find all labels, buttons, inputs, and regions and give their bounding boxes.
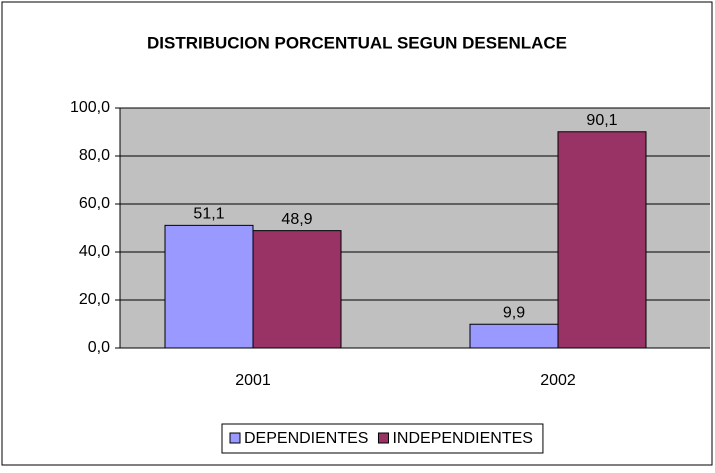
y-tick-label: 80,0 bbox=[79, 147, 110, 164]
bar bbox=[252, 230, 342, 349]
bar bbox=[164, 224, 254, 349]
legend-swatch bbox=[229, 432, 241, 444]
legend-swatch bbox=[377, 432, 389, 444]
value-label: 90,1 bbox=[586, 112, 617, 129]
value-label: 48,9 bbox=[281, 211, 312, 228]
chart-title: DISTRIBUCION PORCENTUAL SEGUN DESENLACE bbox=[147, 33, 567, 52]
value-label: 9,9 bbox=[503, 304, 525, 321]
y-tick-label: 100,0 bbox=[70, 99, 110, 116]
y-tick-label: 60,0 bbox=[79, 195, 110, 212]
x-tick-label: 2001 bbox=[235, 372, 271, 389]
y-tick-label: 40,0 bbox=[79, 243, 110, 260]
value-label: 51,1 bbox=[193, 206, 224, 223]
legend-label: INDEPENDIENTES bbox=[392, 430, 532, 447]
bar bbox=[469, 323, 559, 349]
bar bbox=[557, 131, 647, 349]
y-tick-label: 0,0 bbox=[88, 339, 110, 356]
y-tick-label: 20,0 bbox=[79, 291, 110, 308]
x-tick-label: 2002 bbox=[540, 372, 576, 389]
legend-label: DEPENDIENTES bbox=[244, 430, 368, 447]
